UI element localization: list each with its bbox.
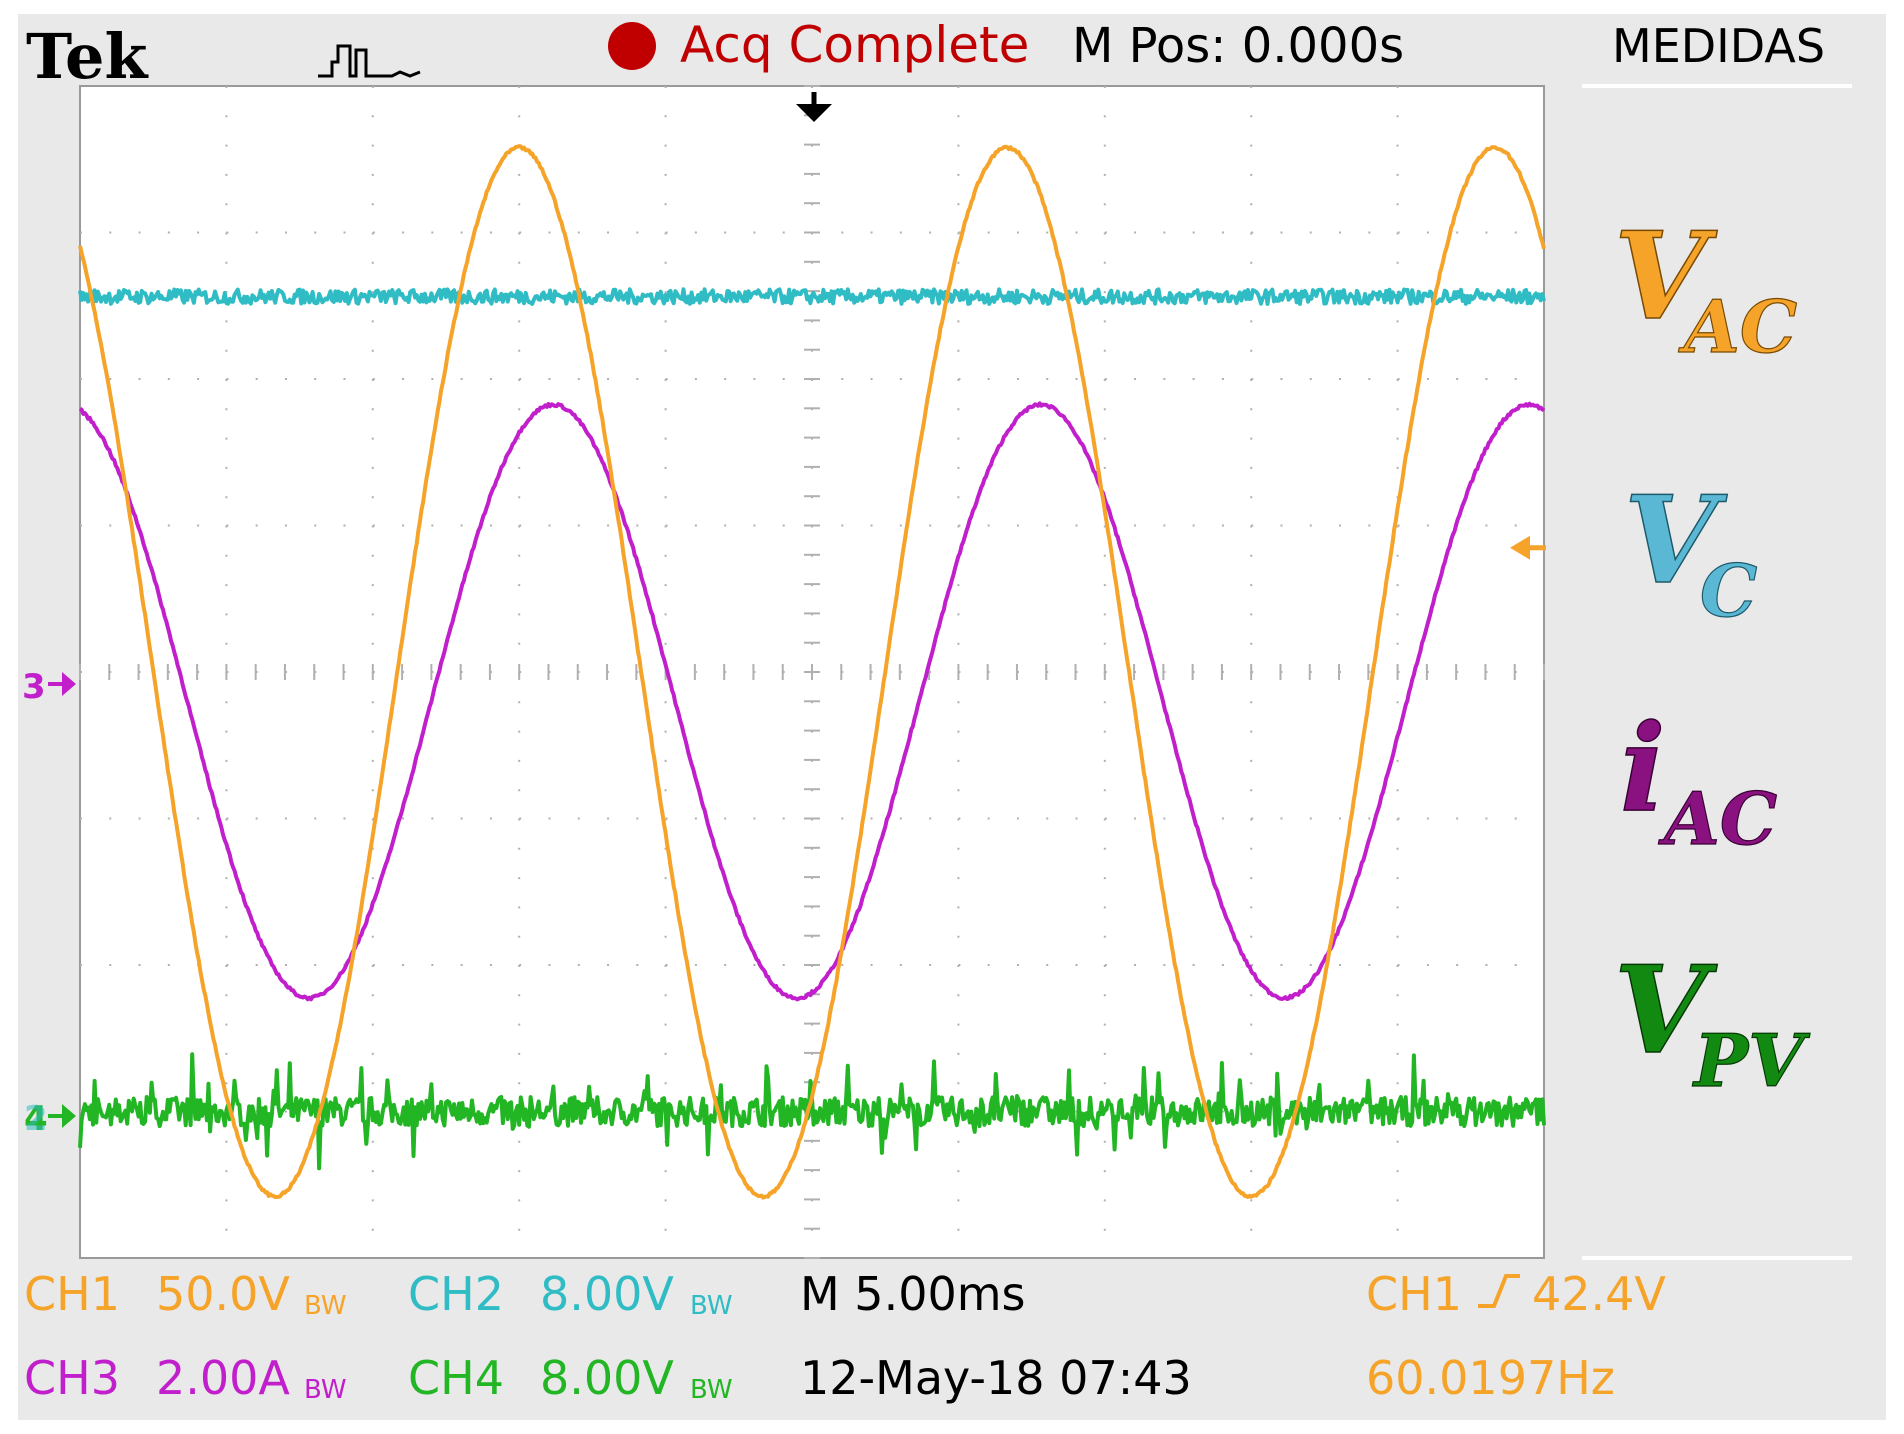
- svg-text:PV: PV: [1692, 1018, 1810, 1103]
- timebase-readout: M 5.00ms: [800, 1267, 1026, 1321]
- svg-text:V: V: [1614, 940, 1718, 1081]
- ch2-bw-mark: BW: [690, 1291, 733, 1321]
- frequency-readout: 60.0197Hz: [1366, 1351, 1615, 1405]
- trigger-level-marker: [1510, 535, 1530, 560]
- svg-text:V: V: [1614, 206, 1718, 347]
- rising-edge-icon: [1478, 1274, 1520, 1308]
- ch1-bw-mark: BW: [304, 1291, 347, 1321]
- m-pos-readout: M Pos: 0.000s: [1072, 18, 1404, 74]
- ch4-ground-marker: 4: [24, 1099, 48, 1139]
- svg-text:V: V: [1624, 470, 1728, 611]
- ch3-ground-arrow: [48, 672, 76, 696]
- trace-ch1-vac: [78, 144, 1546, 1200]
- signal-label-vac: V AC: [1613, 205, 1798, 369]
- ch3-scale: 2.00A: [156, 1351, 290, 1405]
- ch3-bw-mark: BW: [304, 1375, 347, 1405]
- svg-text:AC: AC: [1658, 776, 1777, 861]
- ch4-scale: 8.00V: [540, 1351, 674, 1405]
- ch4-bw-mark: BW: [690, 1375, 733, 1405]
- side-menu-title[interactable]: MEDIDAS: [1612, 19, 1825, 73]
- waveform-traces: [78, 144, 1546, 1200]
- status-bar: CH1 50.0V BW CH2 8.00V BW CH3 2.00A BW C…: [24, 1267, 1666, 1405]
- signal-label-iac: i AC: [1619, 697, 1778, 861]
- ch2-label: CH2: [408, 1267, 504, 1321]
- brand-logo: Tek: [26, 20, 149, 93]
- svg-text:C: C: [1700, 548, 1757, 633]
- trigger-pulse-icon: [318, 44, 421, 78]
- signal-label-vpv: V PV: [1613, 939, 1810, 1103]
- trigger-source: CH1: [1366, 1267, 1462, 1321]
- ch2-scale: 8.00V: [540, 1267, 674, 1321]
- date-time-readout: 12-May-18 07:43: [800, 1351, 1192, 1405]
- acq-status-text: Acq Complete: [680, 16, 1029, 74]
- trigger-position-marker: [796, 104, 832, 122]
- ch1-label: CH1: [24, 1267, 120, 1321]
- svg-text:AC: AC: [1678, 284, 1797, 369]
- trace-ch3-iac: [78, 401, 1546, 1002]
- svg-text:i: i: [1620, 698, 1666, 839]
- ch3-label: CH3: [24, 1351, 120, 1405]
- acq-status-icon: [608, 22, 656, 70]
- trigger-level-readout: 42.4V: [1532, 1267, 1666, 1321]
- ch2-ground-marker: 2: [24, 1099, 48, 1139]
- ch1-scale: 50.0V: [156, 1267, 290, 1321]
- trace-ch2-vc: [78, 287, 1546, 306]
- signal-label-vc: V C: [1623, 469, 1758, 633]
- ch2-ch4-ground-arrow: [48, 1104, 76, 1128]
- ch3-ground-marker: 3: [22, 667, 46, 707]
- ch4-label: CH4: [408, 1351, 504, 1405]
